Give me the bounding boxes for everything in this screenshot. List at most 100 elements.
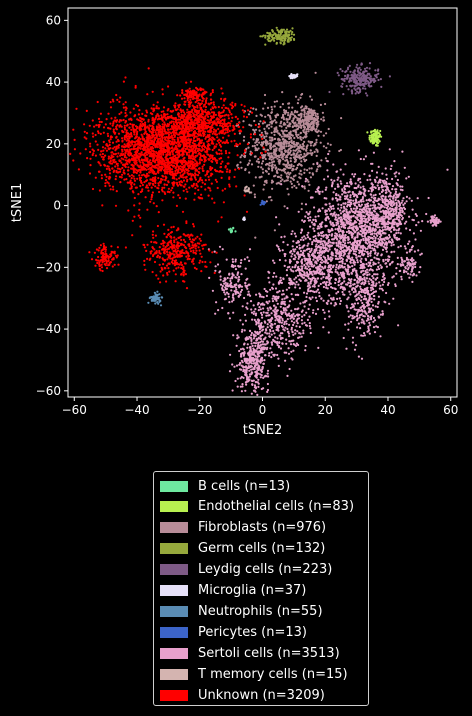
data-point (317, 210, 320, 213)
data-point (274, 319, 277, 322)
data-point (264, 130, 267, 133)
data-point (373, 197, 376, 200)
data-point (336, 238, 339, 241)
data-point (357, 355, 360, 358)
data-point (371, 188, 375, 191)
data-point (277, 181, 280, 184)
data-point (292, 349, 295, 352)
data-point (253, 367, 256, 370)
data-point (257, 382, 260, 385)
data-point (254, 155, 257, 158)
data-point (369, 75, 372, 78)
data-point (360, 253, 364, 256)
data-point (287, 352, 291, 355)
data-point (327, 310, 330, 313)
data-point (262, 307, 265, 310)
data-point (316, 149, 319, 152)
data-point (253, 386, 256, 389)
data-point (361, 301, 364, 305)
data-point (274, 314, 277, 317)
data-point (383, 239, 386, 242)
data-point (340, 223, 343, 226)
data-point (327, 283, 330, 287)
data-point (385, 177, 389, 180)
data-point (400, 275, 403, 278)
data-point (296, 180, 299, 183)
data-point (374, 290, 378, 293)
data-point (264, 115, 267, 118)
data-point (366, 250, 369, 253)
data-point (416, 197, 419, 200)
data-point (341, 265, 344, 268)
data-point (331, 197, 334, 200)
data-point (326, 169, 329, 172)
data-point (390, 244, 393, 247)
data-point (371, 169, 374, 172)
data-point (411, 218, 414, 221)
data-point (297, 268, 301, 271)
data-point (307, 115, 310, 118)
data-point (345, 230, 348, 234)
data-point (359, 285, 362, 288)
data-point (246, 256, 249, 259)
data-point (223, 279, 226, 282)
data-point (299, 169, 302, 172)
data-point (289, 29, 292, 32)
data-point (300, 120, 303, 124)
data-point (395, 196, 398, 199)
data-point (236, 272, 239, 275)
data-point (368, 67, 371, 70)
data-point (254, 149, 257, 152)
data-point (363, 232, 366, 235)
data-point (271, 108, 274, 111)
data-point (290, 182, 293, 185)
data-point (349, 219, 352, 222)
data-point (354, 82, 357, 85)
data-point (301, 185, 304, 188)
data-point (295, 141, 298, 145)
data-point (339, 271, 342, 274)
data-point (295, 144, 298, 147)
data-point (370, 182, 373, 185)
data-point (327, 331, 330, 334)
data-point (314, 215, 317, 218)
data-point (253, 196, 257, 199)
data-point (411, 274, 414, 277)
data-point (285, 322, 288, 325)
data-point (291, 125, 294, 129)
data-point (325, 203, 328, 206)
data-point (304, 344, 307, 348)
data-point (371, 207, 374, 210)
data-point (270, 341, 273, 344)
data-point (368, 222, 372, 225)
data-point (289, 340, 292, 343)
data-point (382, 258, 385, 262)
data-point (248, 171, 251, 174)
data-point (357, 177, 360, 180)
data-point (328, 233, 331, 236)
data-point (214, 265, 217, 268)
data-point (351, 314, 354, 317)
data-point (373, 232, 376, 235)
data-point (350, 207, 353, 210)
data-point (425, 212, 428, 216)
data-point (374, 216, 377, 219)
data-point (378, 287, 381, 290)
data-point (379, 181, 382, 184)
data-point (296, 261, 299, 264)
data-point (359, 191, 362, 194)
data-point (350, 320, 353, 323)
data-point (334, 187, 337, 190)
data-point (346, 236, 349, 239)
data-point (289, 283, 292, 286)
data-point (381, 197, 384, 200)
data-point (405, 177, 408, 180)
data-point (368, 324, 372, 327)
data-point (383, 280, 386, 284)
data-point (333, 211, 336, 214)
data-point (320, 261, 323, 264)
data-point (231, 363, 234, 366)
data-point (401, 209, 404, 212)
data-point (321, 271, 324, 274)
data-point (294, 235, 297, 238)
